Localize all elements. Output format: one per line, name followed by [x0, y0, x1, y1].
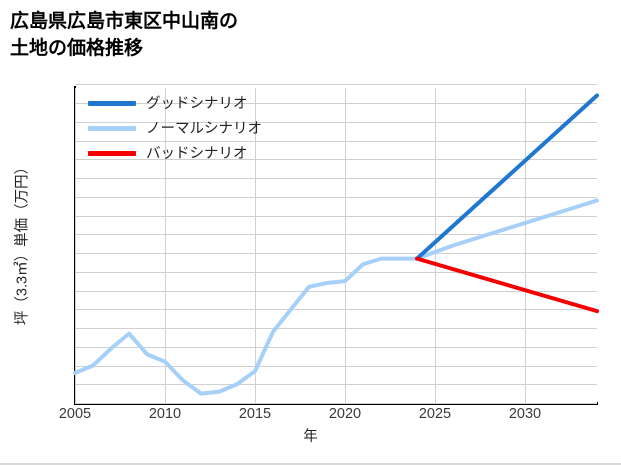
window-bottom-border: [0, 463, 621, 465]
series-line-normal: [73, 198, 599, 396]
legend-item-normal[interactable]: ノーマルシナリオ: [88, 117, 318, 142]
gridline-vertical: [75, 88, 76, 403]
gridline-horizontal: [75, 309, 597, 311]
gridline-horizontal: [75, 215, 597, 217]
legend-item-good[interactable]: グッドシナリオ: [88, 92, 318, 117]
gridline-vertical: [525, 88, 526, 403]
legend-swatch-normal: [88, 126, 136, 131]
x-tick-label: 2020: [328, 406, 362, 422]
gridline-horizontal: [75, 271, 597, 273]
gridline-horizontal: [75, 384, 597, 386]
gridline-horizontal: [75, 365, 597, 367]
legend-label-bad: バッドシナリオ: [146, 146, 248, 162]
x-axis-label: 年: [303, 429, 318, 445]
chart-series-layer: [73, 93, 599, 396]
x-tick-label: 2015: [238, 406, 272, 422]
gridline-vertical: [435, 88, 436, 403]
gridline-horizontal: [75, 103, 597, 104]
gridline-horizontal: [75, 196, 597, 198]
gridline-horizontal: [75, 140, 597, 142]
chart-legend: グッドシナリオ ノーマルシナリオ バッドシナリオ: [88, 92, 318, 167]
gridline-horizontal: [75, 346, 597, 348]
gridline-horizontal: [75, 178, 597, 179]
legend-label-good: グッドシナリオ: [146, 96, 248, 112]
legend-label-normal: ノーマルシナリオ: [146, 121, 262, 137]
gridline-horizontal: [75, 84, 597, 86]
series-line-good: [415, 93, 599, 261]
gridline-horizontal: [75, 121, 597, 123]
x-tick-label: 2010: [148, 406, 182, 422]
gridline-vertical: [345, 88, 346, 403]
legend-swatch-bad: [88, 151, 136, 156]
x-tick-label: 2005: [58, 406, 92, 422]
x-tick-label: 2030: [508, 406, 542, 422]
gridline-horizontal: [75, 328, 597, 329]
gridline-vertical: [165, 88, 166, 403]
gridline-horizontal: [75, 234, 597, 236]
series-line-bad: [415, 256, 599, 314]
gridline-horizontal: [75, 290, 597, 292]
x-tick-label: 2025: [418, 406, 452, 422]
gridline-horizontal: [75, 159, 597, 161]
chart-title: 広島県広島市東区中山南の 土地の価格推移: [10, 11, 239, 59]
gridline-horizontal: [75, 253, 597, 254]
legend-item-bad[interactable]: バッドシナリオ: [88, 142, 318, 167]
y-axis-label: 坪（3.3㎡）単価（万円）: [14, 159, 31, 326]
gridline-horizontal: [75, 403, 597, 404]
legend-swatch-good: [88, 101, 136, 106]
plot-area: [73, 84, 599, 404]
gridline-vertical: [255, 88, 256, 403]
